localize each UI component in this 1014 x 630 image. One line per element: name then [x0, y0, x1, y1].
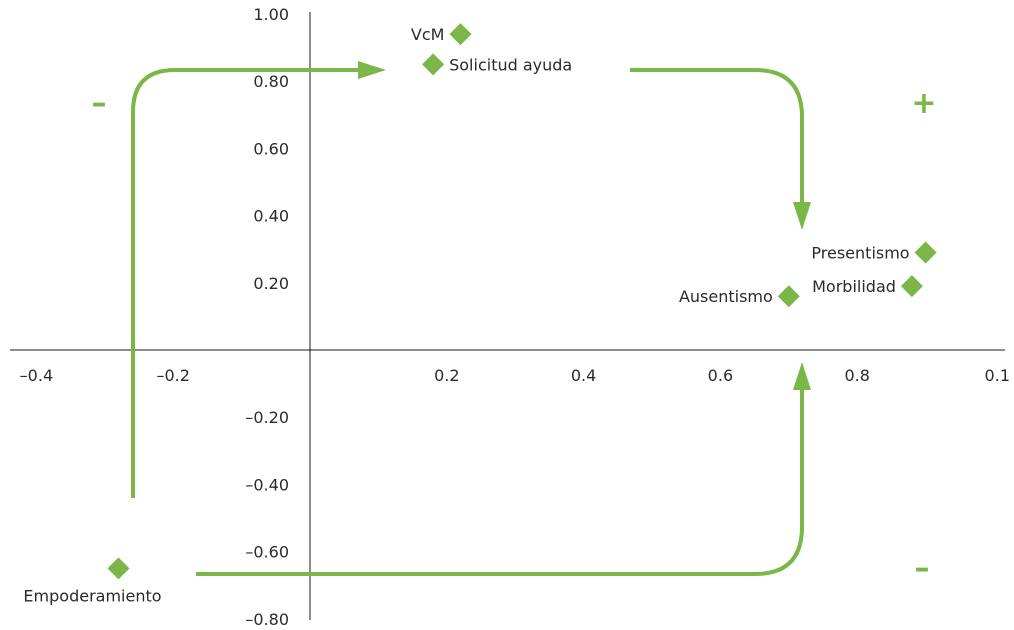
x-tick-label: 0.8 — [844, 366, 869, 385]
flow-arrowhead-up — [793, 362, 811, 390]
flow-arrow-top-right-down — [630, 68, 804, 205]
data-point-label: Solicitud ayuda — [449, 55, 572, 74]
x-tick-label: 0.1 — [985, 366, 1010, 385]
x-tick-label: 0.6 — [708, 366, 733, 385]
y-tick-label: –0.20 — [245, 408, 289, 427]
data-point-label: Presentismo — [811, 244, 909, 263]
quadrant-sign: – — [92, 86, 107, 121]
y-tick-label: –0.80 — [245, 610, 289, 629]
y-tick-label: –0.40 — [245, 475, 289, 494]
flow-arrowhead-right — [358, 61, 386, 79]
y-tick-label: 0.60 — [253, 139, 289, 158]
y-tick-label: 0.80 — [253, 72, 289, 91]
y-tick-label: –0.60 — [245, 543, 289, 562]
x-tick-label: 0.4 — [571, 366, 596, 385]
y-tick-label: 1.00 — [253, 5, 289, 24]
data-point-marker — [449, 23, 472, 46]
data-point-marker — [422, 53, 445, 76]
data-point-marker — [777, 285, 800, 308]
quadrant-signs: – + – — [92, 86, 937, 586]
data-point-label: VcM — [411, 25, 445, 44]
flow-arrows — [131, 61, 811, 576]
data-point-marker — [107, 557, 130, 580]
x-tick-label: –0.2 — [156, 366, 189, 385]
data-point-marker — [900, 275, 923, 298]
flow-arrow-bottom-up — [196, 388, 804, 576]
x-tick-label: 0.2 — [434, 366, 459, 385]
data-point-label: Morbilidad — [812, 277, 896, 296]
y-tick-label: 0.20 — [253, 274, 289, 293]
quadrant-sign: – — [915, 551, 930, 586]
flow-arrowhead-down — [793, 202, 811, 230]
y-tick-label: 0.40 — [253, 207, 289, 226]
x-tick-labels: –0.4 –0.2 0.2 0.4 0.6 0.8 0.1 — [20, 366, 1010, 385]
data-point-label: Empoderamiento — [23, 586, 161, 605]
data-point-label: Ausentismo — [679, 287, 773, 306]
y-tick-labels: 1.00 0.80 0.60 0.40 0.20 –0.20 –0.40 –0.60 –0.80 — [245, 5, 289, 629]
data-point-marker — [914, 241, 937, 264]
flow-arrow-left-up — [131, 68, 360, 498]
quadrant-sign: + — [911, 86, 936, 121]
x-tick-label: –0.4 — [20, 366, 53, 385]
